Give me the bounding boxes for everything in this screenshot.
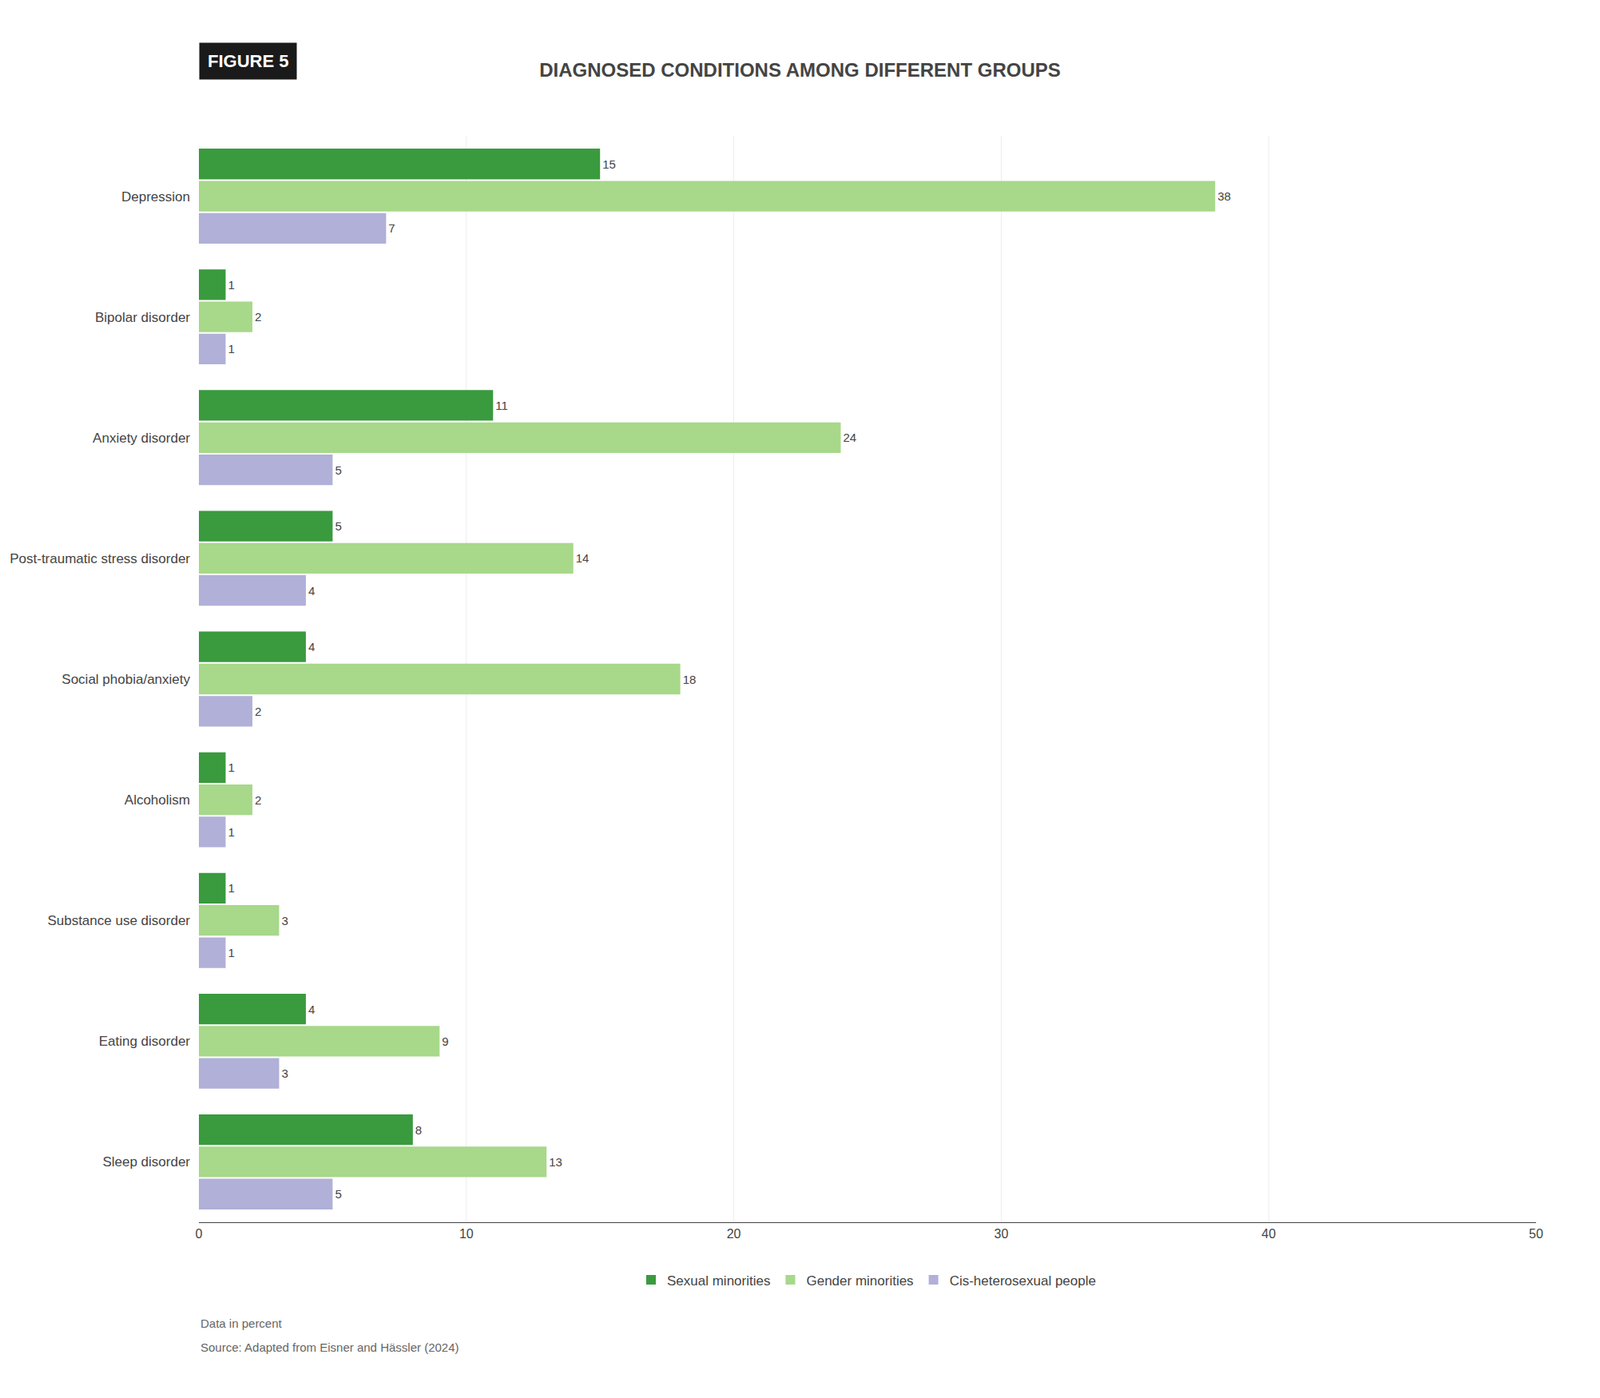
svg-text:30: 30 [994,1226,1009,1241]
svg-text:3: 3 [281,1066,288,1080]
svg-text:DIAGNOSED CONDITIONS AMONG DIF: DIAGNOSED CONDITIONS AMONG DIFFERENT GRO… [539,59,1061,81]
svg-text:1: 1 [227,825,235,839]
svg-text:5: 5 [334,519,342,533]
svg-text:Substance use disorder: Substance use disorder [47,913,191,929]
svg-text:40: 40 [1261,1226,1276,1241]
svg-text:11: 11 [495,398,509,413]
svg-text:15: 15 [602,157,616,171]
svg-text:1: 1 [227,945,235,960]
svg-text:2: 2 [254,793,262,807]
svg-text:Sleep disorder: Sleep disorder [102,1154,191,1170]
svg-text:Cis-heterosexual people: Cis-heterosexual people [949,1273,1096,1289]
svg-text:2: 2 [254,704,262,719]
svg-text:Gender minorities: Gender minorities [805,1273,914,1289]
svg-text:24: 24 [843,430,858,445]
svg-text:Data in percent: Data in percent [200,1316,283,1331]
svg-text:1: 1 [227,881,235,895]
svg-text:1: 1 [227,277,235,292]
svg-text:Depression: Depression [121,189,191,205]
svg-text:4: 4 [308,639,315,654]
svg-text:2: 2 [254,309,262,324]
svg-text:Alcoholism: Alcoholism [124,792,191,808]
svg-text:Sexual minorities: Sexual minorities [666,1273,771,1289]
svg-text:Source: Adapted from Eisner an: Source: Adapted from Eisner and Hässler … [200,1340,460,1354]
svg-text:8: 8 [415,1123,422,1137]
svg-text:5: 5 [334,463,342,477]
svg-text:4: 4 [308,583,315,598]
svg-text:14: 14 [575,551,590,565]
svg-text:Eating disorder: Eating disorder [99,1033,191,1049]
svg-text:5: 5 [334,1187,342,1201]
svg-text:13: 13 [548,1155,563,1169]
svg-text:18: 18 [682,672,697,687]
svg-text:1: 1 [227,760,235,775]
svg-text:20: 20 [726,1226,742,1241]
svg-text:10: 10 [459,1226,474,1241]
svg-text:3: 3 [281,913,288,928]
svg-text:4: 4 [308,1002,315,1017]
svg-text:38: 38 [1217,189,1231,203]
svg-text:9: 9 [441,1034,449,1049]
svg-text:50: 50 [1528,1226,1544,1241]
svg-text:0: 0 [195,1226,203,1241]
svg-text:Bipolar disorder: Bipolar disorder [95,309,191,326]
svg-text:Post-traumatic stress disorder: Post-traumatic stress disorder [9,551,191,567]
svg-text:Anxiety disorder: Anxiety disorder [92,430,191,446]
svg-text:Social phobia/anxiety: Social phobia/anxiety [61,671,191,687]
svg-text:FIGURE 5: FIGURE 5 [207,51,289,72]
svg-text:7: 7 [388,221,395,235]
svg-text:1: 1 [227,341,235,356]
